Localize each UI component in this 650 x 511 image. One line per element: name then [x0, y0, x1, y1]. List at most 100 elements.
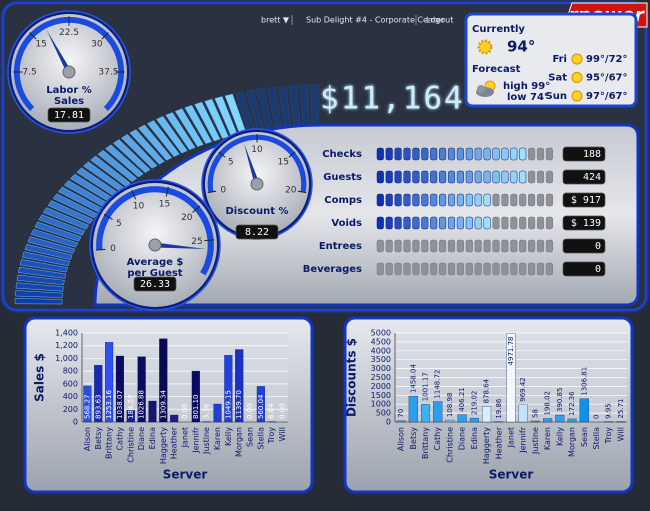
value-label: 1001.17	[422, 372, 430, 401]
y-tick-label: 5000	[371, 329, 391, 338]
x-tick-label: Betsy	[409, 427, 418, 450]
gauge-tick	[204, 239, 215, 242]
bar	[159, 338, 168, 423]
metric-segment	[394, 193, 402, 207]
gauge-tick	[101, 32, 109, 40]
x-tick-label: Jennifr	[191, 426, 200, 453]
bar	[126, 410, 135, 423]
x-tick-label: Morgan	[235, 427, 244, 457]
meter-segment	[42, 207, 90, 230]
x-tick-label: Janet	[507, 427, 516, 448]
y-tick-label: 800	[63, 367, 78, 376]
gauge-tick-label: 5	[228, 157, 234, 167]
metric-segment	[412, 193, 420, 207]
gauge-needle	[243, 143, 260, 185]
value-label: 568.27	[83, 395, 91, 420]
metric-segment	[474, 216, 482, 230]
metric-segment	[394, 262, 402, 276]
metric-segment	[501, 262, 509, 276]
metric-segment	[403, 216, 411, 230]
metric-segment	[439, 216, 447, 230]
metric-segment	[510, 147, 518, 161]
metric-segment	[465, 216, 473, 230]
value-label: 1148.72	[434, 370, 442, 399]
value-label: 893.63	[94, 395, 102, 420]
metric-segment	[465, 262, 473, 276]
metric-segment	[456, 216, 464, 230]
bar	[457, 414, 467, 423]
metric-segment	[474, 170, 482, 184]
meter-segment	[204, 99, 229, 139]
gauge-tick-label: 30	[91, 40, 103, 50]
metric-segment	[501, 239, 509, 253]
gauge-tick	[218, 151, 226, 158]
bar	[469, 417, 479, 423]
gauge-readout-box	[133, 276, 177, 292]
value-label: 172.36	[568, 391, 576, 416]
bar	[137, 356, 146, 423]
metric-value: 0	[595, 241, 601, 252]
meter-segment	[15, 290, 63, 298]
gauge-tick-label: 37.5	[98, 68, 118, 78]
meter-segment	[27, 236, 76, 254]
gauge-tick-label: 10	[133, 202, 145, 212]
bar	[408, 395, 418, 423]
metric-segment	[447, 170, 456, 184]
bar	[235, 349, 244, 423]
metric-segment	[456, 193, 464, 207]
y-axis-title: Sales $	[33, 353, 47, 402]
metric-segment	[421, 216, 429, 230]
metric-segment	[536, 193, 545, 207]
forecast-day: Fri	[552, 54, 567, 65]
meter-segment	[97, 149, 138, 182]
sales-total: $11,164	[320, 81, 465, 117]
metric-segment	[439, 193, 447, 207]
x-tick-label: Kelly	[555, 427, 564, 446]
x-tick-label: Janet	[181, 427, 190, 448]
bar	[543, 418, 553, 423]
x-tick-label: Haggerty	[482, 427, 491, 464]
x-tick-label: Will	[616, 427, 625, 441]
meter-segment	[174, 108, 204, 147]
metric-segment	[483, 216, 491, 230]
metric-label: Voids	[331, 218, 362, 229]
meter-segment	[17, 266, 67, 279]
x-tick-label: Brittany	[105, 427, 114, 459]
value-label: 1253.16	[105, 390, 113, 419]
metric-segment	[412, 147, 420, 161]
gauge-needle	[46, 30, 72, 74]
metric-segment	[412, 216, 420, 230]
metric-segment	[439, 147, 447, 161]
y-tick-label: 0	[73, 418, 78, 427]
user-menu[interactable]: brett ▼	[261, 16, 290, 25]
value-box	[562, 238, 606, 254]
y-tick-label: 2500	[371, 373, 391, 382]
value-label: 969.42	[519, 377, 527, 402]
value-box	[562, 192, 606, 208]
gauge-title: Average $	[127, 257, 184, 268]
metric-segment	[385, 193, 393, 207]
value-label: 0.00	[279, 403, 287, 419]
metric-segment	[456, 170, 464, 184]
bar	[433, 401, 443, 423]
value-label: 1026.88	[138, 390, 146, 419]
metric-segment	[430, 239, 438, 253]
metric-segment	[528, 239, 536, 253]
logout-link[interactable]: Logout	[426, 16, 453, 25]
gauge-tick-label: 20	[285, 185, 297, 195]
bar	[518, 404, 528, 423]
meter-segment	[165, 112, 196, 151]
metric-segment	[376, 239, 384, 253]
bar	[213, 403, 222, 423]
x-tick-label: Alison	[83, 427, 92, 451]
bar	[579, 398, 589, 423]
metric-segment	[385, 239, 393, 253]
meter-segment	[19, 259, 68, 273]
metric-segment	[447, 262, 456, 276]
gauge-tick-label: 5	[116, 219, 122, 229]
value-label: 4971.78	[507, 337, 515, 366]
metric-segment	[421, 147, 429, 161]
value-label: 1306.81	[580, 367, 588, 396]
gauge-tick	[207, 190, 217, 194]
metric-segment	[474, 239, 482, 253]
